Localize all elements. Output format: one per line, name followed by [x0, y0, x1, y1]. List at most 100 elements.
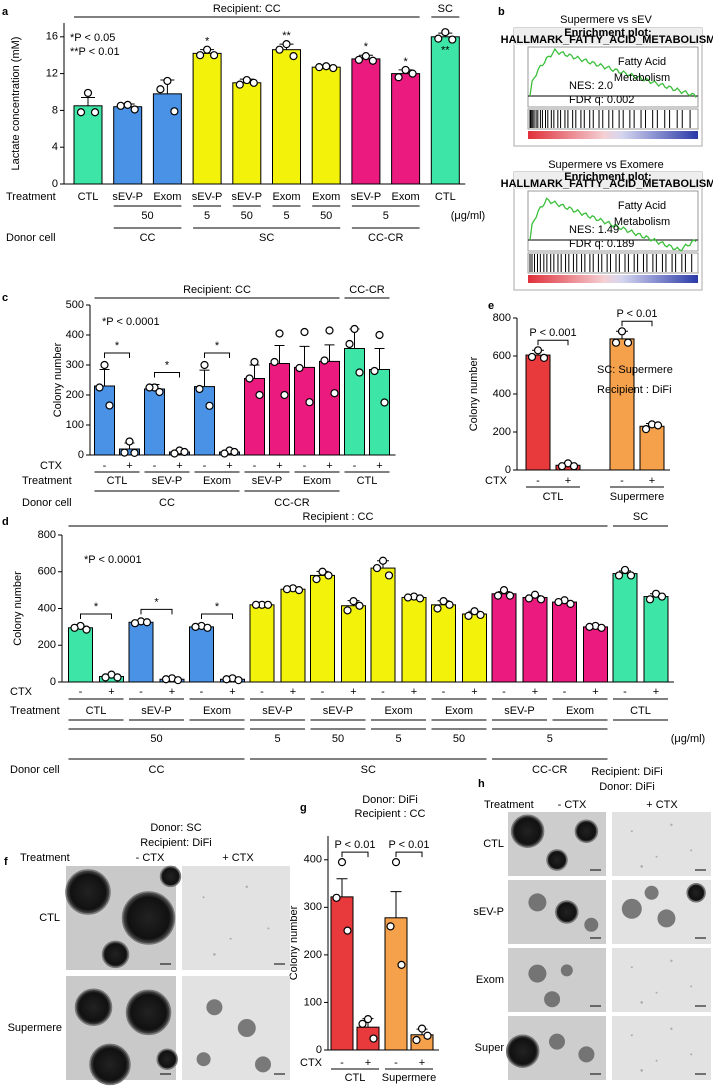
donor-label: CC-CR: [274, 497, 309, 509]
gsea-barcode-area: [527, 252, 699, 274]
note: *P < 0.0001: [102, 316, 160, 328]
data-point: [355, 368, 364, 377]
row-label: CTX: [300, 1057, 323, 1069]
cell-cluster: [89, 1043, 131, 1086]
data-point: [315, 63, 324, 72]
bar: [351, 58, 381, 185]
ctx-label: -: [340, 1057, 344, 1069]
data-point: [312, 574, 321, 584]
data-point: [585, 622, 594, 631]
panel-label: c: [2, 292, 8, 304]
significance-label: **: [282, 30, 291, 42]
cell-cluster: [549, 1033, 565, 1050]
ctx-label: +: [326, 460, 332, 472]
y-tick-label: 0: [78, 449, 84, 461]
data-point: [527, 352, 537, 362]
y-tick-label: 300: [304, 901, 322, 913]
data-point: [101, 673, 110, 682]
data-point: [95, 383, 104, 392]
ctx-label: +: [653, 686, 659, 698]
data-point: [533, 346, 543, 355]
cell-cluster: [574, 819, 599, 843]
data-point: [324, 571, 333, 580]
gsea-rank-bar: [528, 131, 698, 139]
data-point: [90, 108, 100, 117]
data-point: [378, 556, 388, 565]
cell-cluster: [630, 830, 633, 833]
ctx-label: -: [620, 475, 624, 487]
bar: [311, 66, 341, 185]
gsea-fdr: FDR q: 0.002: [569, 94, 634, 106]
data-point: [173, 676, 183, 685]
note: *P < 0.05: [70, 32, 115, 44]
panel-label: f: [4, 856, 8, 868]
data-point: [155, 387, 164, 397]
cell-cluster: [690, 985, 693, 988]
treatment-label: sEV-P: [152, 475, 183, 487]
significance-label: *: [403, 56, 408, 68]
y-tick-label: 500: [66, 299, 84, 311]
micrograph: [612, 1016, 711, 1080]
data-point: [145, 383, 154, 392]
ctx-label: -: [103, 460, 107, 472]
donor-label: CC: [140, 232, 156, 244]
treatment-label: Exom: [384, 705, 412, 717]
concentration-label: 5: [204, 210, 210, 222]
data-point: [76, 108, 86, 117]
data-point: [249, 78, 258, 87]
ctx-label: -: [536, 475, 540, 487]
cell-cluster: [655, 855, 658, 858]
bar: [280, 588, 306, 683]
row-label: Treatment: [6, 191, 56, 203]
panel-label: d: [2, 516, 9, 528]
cell-cluster: [196, 1052, 211, 1067]
bar: [249, 604, 275, 683]
error-bar: [336, 878, 348, 897]
bar: [431, 604, 456, 683]
column-label: - CTX: [558, 799, 587, 811]
ctx-label: -: [442, 686, 446, 698]
error-bar: [99, 369, 110, 386]
column-label: + CTX: [646, 799, 678, 811]
data-point: [220, 449, 229, 458]
bar: [319, 360, 340, 456]
data-point: [163, 76, 172, 86]
row-label: Treatment: [20, 852, 70, 864]
cell-cluster: [690, 1053, 693, 1056]
data-point: [370, 366, 379, 376]
cell-cluster: [670, 1027, 673, 1031]
significance-label: *: [165, 359, 170, 371]
cell-cluster: [670, 959, 673, 962]
bar: [341, 605, 366, 683]
header-label: Recipient: CC: [183, 284, 251, 296]
y-tick-label: 12: [46, 68, 58, 80]
cell-cluster: [578, 1046, 595, 1063]
data-point: [345, 339, 354, 349]
y-tick-label: 0: [50, 676, 56, 688]
row-label: Donor cell: [10, 764, 60, 776]
treatment-label: sEV-P: [323, 705, 354, 717]
bar: [294, 366, 315, 456]
row-label: Donor cell: [6, 232, 56, 244]
ctx-label: -: [260, 686, 264, 698]
data-point: [142, 618, 152, 627]
y-tick-label: 8: [52, 104, 58, 116]
column-label: - CTX: [136, 852, 165, 864]
ctx-label: +: [565, 475, 571, 487]
data-point: [493, 591, 503, 600]
y-tick-label: 400: [66, 329, 84, 341]
gsea-term: Fatty Acid: [618, 200, 666, 212]
cell-cluster: [528, 893, 547, 912]
y-tick-label: 200: [38, 639, 56, 651]
data-point: [250, 357, 259, 367]
significance-label: P < 0.01: [388, 839, 429, 851]
micrograph: [182, 976, 290, 1080]
y-tick-label: 0: [316, 1044, 322, 1056]
data-point: [200, 360, 209, 370]
data-point: [597, 623, 606, 632]
row-label: Exom: [476, 974, 504, 986]
treatment-label: CTL: [78, 191, 99, 203]
gsea-nes: NES: 2.0: [569, 80, 613, 92]
cell-cluster: [546, 849, 568, 871]
